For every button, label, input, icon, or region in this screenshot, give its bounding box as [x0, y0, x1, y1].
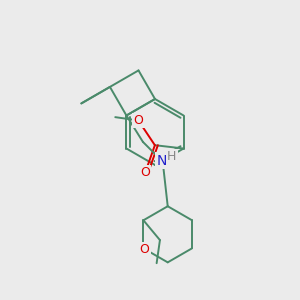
- Text: H: H: [167, 150, 176, 163]
- Text: O: O: [140, 243, 149, 256]
- Text: O: O: [140, 166, 150, 179]
- Text: O: O: [134, 114, 143, 127]
- Text: N: N: [157, 154, 167, 168]
